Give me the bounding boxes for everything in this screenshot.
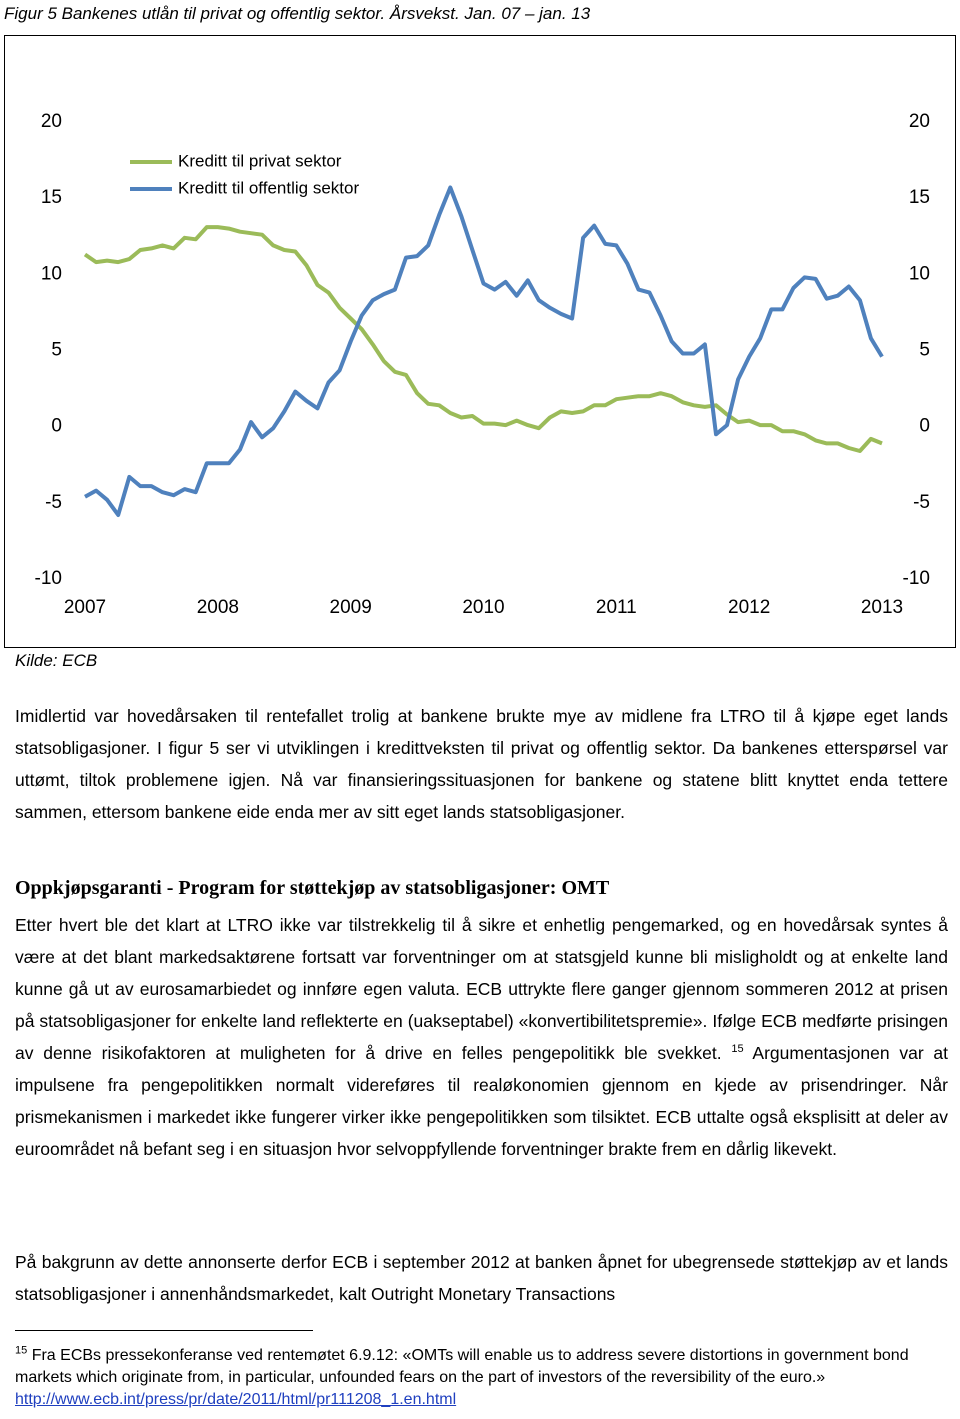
- x-tick-label: 2010: [462, 597, 504, 618]
- footnote-link[interactable]: http://www.ecb.int/press/pr/date/2011/ht…: [15, 1391, 457, 1408]
- y-tick-label: 15: [41, 187, 62, 208]
- y2-tick-label: -5: [913, 492, 930, 513]
- paragraph: Etter hvert ble det klart at LTRO ikke v…: [15, 909, 948, 1165]
- x-tick-label: 2013: [861, 597, 903, 618]
- footnote-ref: 15: [731, 1043, 744, 1056]
- y-tick-label: -5: [45, 492, 62, 513]
- series-line: [83, 225, 883, 453]
- source: Kilde: ECB: [15, 651, 98, 670]
- text: Etter hvert ble det klart at LTRO ikke v…: [15, 915, 948, 1063]
- chart: -10 -5 0 5 10 15 20 -10 -5 0 5 10 15 20 2007 2008 2009 20…: [4, 35, 956, 648]
- footnote-rule: [15, 1330, 313, 1331]
- y-tick-label: -10: [35, 568, 62, 589]
- text: Argumentasjonen var at impulsene fra pen…: [15, 1043, 948, 1159]
- footnote-number: 15: [15, 1344, 28, 1357]
- footnote: 15 Fra ECBs pressekonferanse ved rentemø…: [15, 1345, 948, 1411]
- legend-label: Kreditt til privat sektor: [178, 151, 342, 170]
- footnote-text: Fra ECBs pressekonferanse ved rentemøtet…: [15, 1347, 909, 1386]
- y2-tick-label: 0: [919, 416, 930, 437]
- x-tick-label: 2011: [596, 597, 637, 618]
- y2-tick-label: 20: [909, 111, 930, 132]
- x-tick-label: 2012: [728, 597, 770, 618]
- y-tick-label: 10: [41, 263, 62, 284]
- series-line: [84, 185, 884, 517]
- y2-tick-label: -10: [903, 568, 930, 589]
- y-tick-label: 0: [51, 416, 62, 437]
- y2-tick-label: 15: [909, 187, 930, 208]
- y-tick-label: 5: [51, 340, 62, 361]
- figure-caption: Figur 5 Bankenes utlån til privat og off…: [4, 4, 591, 23]
- paragraph: På bakgrunn av dette annonserte derfor E…: [15, 1252, 948, 1304]
- y-tick-label: 20: [41, 111, 62, 132]
- x-tick-label: 2008: [197, 597, 239, 618]
- legend-label: Kreditt til offentlig sektor: [178, 178, 359, 197]
- y2-tick-label: 5: [919, 340, 930, 361]
- paragraph: Imidlertid var hovedårsaken til rentefal…: [15, 706, 948, 822]
- y2-tick-label: 10: [909, 263, 930, 284]
- x-tick-label: 2007: [64, 597, 106, 618]
- chart-frame: [4, 35, 956, 648]
- heading: Oppkjøpsgaranti - Program for støttekjøp…: [15, 877, 610, 899]
- x-tick-label: 2009: [330, 597, 372, 618]
